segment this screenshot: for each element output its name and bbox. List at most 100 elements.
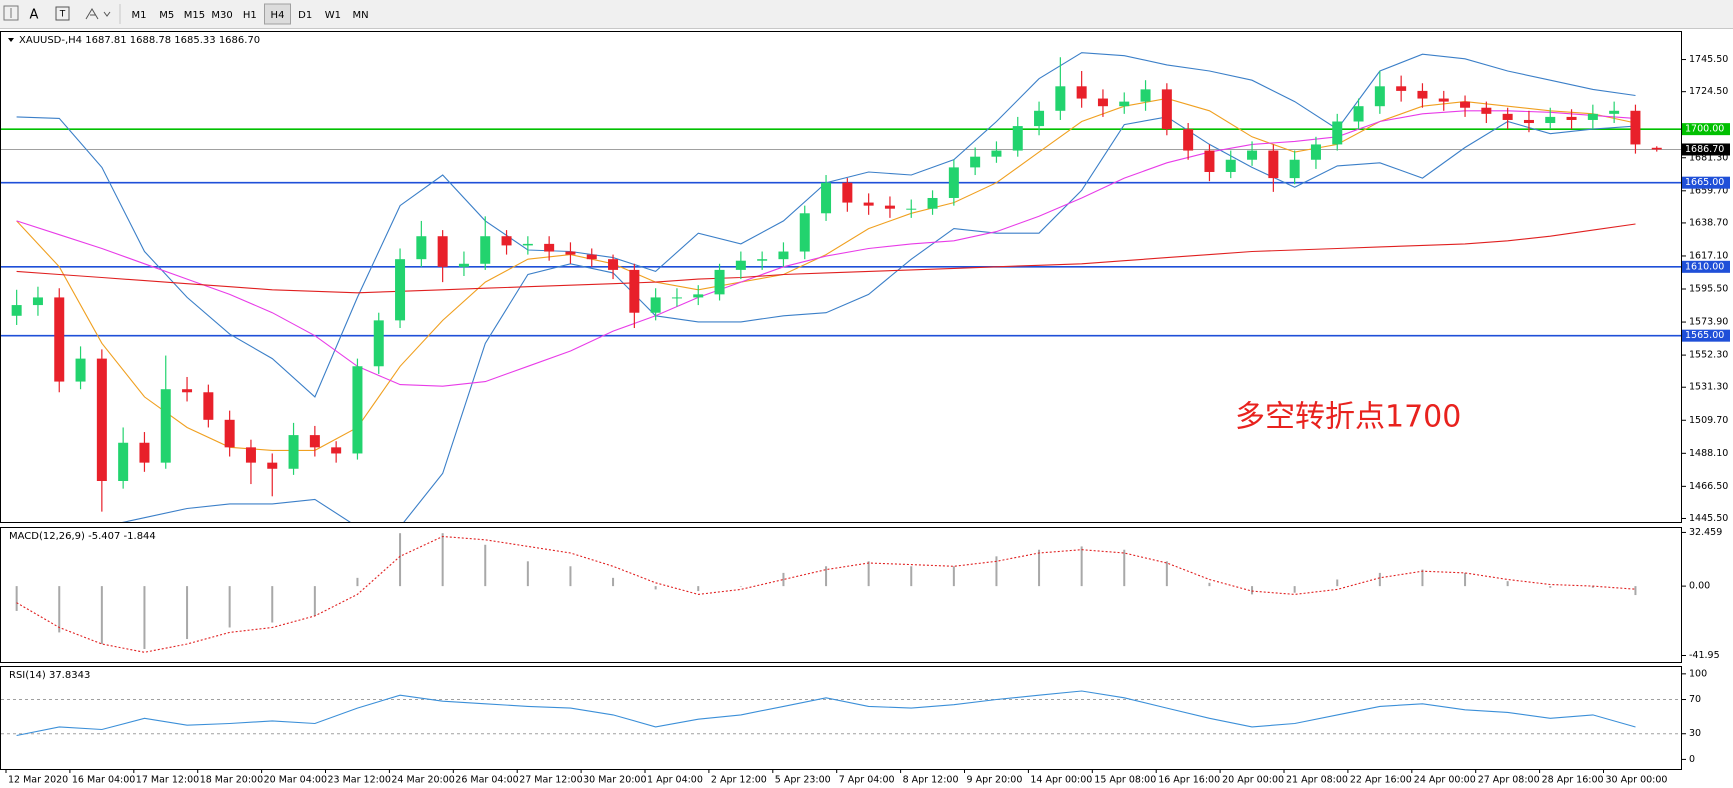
x-tick-label: 16 Mar 04:00: [72, 775, 135, 786]
candle-body: [118, 442, 129, 482]
candle-body: [1097, 98, 1108, 107]
x-tick-label: 7 Apr 04:00: [839, 775, 895, 786]
text-tool[interactable]: A: [30, 8, 39, 23]
timeframe-button[interactable]: M15: [184, 10, 205, 21]
timeframe-button-pressed[interactable]: [264, 3, 291, 25]
timeframe-button[interactable]: MN: [353, 10, 369, 21]
macd-pane: [0, 527, 1682, 663]
x-tick-label: 27 Mar 12:00: [519, 775, 582, 786]
x-tick-label: 30 Mar 20:00: [583, 775, 646, 786]
candle-body: [75, 358, 86, 382]
candle-body: [416, 236, 427, 260]
timeframe-button[interactable]: D1: [298, 10, 312, 21]
y-tick-label: -41.95: [1689, 650, 1720, 661]
macd-bar: [15, 586, 18, 611]
symbol-menu-arrow[interactable]: [8, 38, 14, 42]
candle-body: [458, 263, 469, 267]
x-tick-label: 2 Apr 12:00: [711, 775, 767, 786]
candle-body: [54, 297, 65, 382]
shapes-dropdown[interactable]: [103, 11, 111, 17]
candle-body: [544, 243, 555, 252]
candle-body: [671, 297, 682, 299]
candle-body: [1417, 90, 1428, 99]
y-tick-label: 100: [1689, 668, 1707, 679]
last-price-label: 1686.70: [1685, 144, 1724, 155]
candle-body: [309, 435, 320, 448]
drawing-tools: A T: [3, 4, 121, 24]
macd-bar: [1378, 572, 1381, 587]
timeframe-button[interactable]: M1: [132, 10, 147, 21]
candle-body: [1183, 129, 1194, 151]
macd-bar: [271, 586, 274, 623]
macd-bar: [995, 556, 998, 587]
macd-bar: [1591, 586, 1594, 588]
y-tick-label: 1617.10: [1689, 250, 1728, 261]
shapes-tool[interactable]: [85, 8, 99, 20]
x-tick-label: 12 Mar 2020: [8, 775, 68, 786]
y-tick-label: 1638.70: [1689, 217, 1728, 228]
y-tick-label: 0: [1689, 754, 1695, 765]
level-label-box: [1682, 260, 1730, 273]
candle-body: [1012, 126, 1023, 151]
level-label-box: [1682, 329, 1730, 342]
candle-body: [1374, 86, 1385, 107]
x-tick-label: 21 Apr 08:00: [1286, 775, 1348, 786]
y-tick-label: 1552.30: [1689, 350, 1728, 361]
macd-bar: [1208, 582, 1211, 587]
crosshair-tool[interactable]: [3, 5, 19, 21]
x-tick-label: 20 Mar 04:00: [264, 775, 327, 786]
x-tick-label: 1 Apr 04:00: [647, 775, 703, 786]
y-tick-label: 30: [1689, 728, 1701, 739]
timeframe-button[interactable]: H4: [271, 10, 285, 21]
y-tick-label: 1745.50: [1689, 54, 1728, 65]
timeframe-button[interactable]: W1: [325, 10, 341, 21]
candle-body: [629, 269, 640, 313]
level-label: 1610.00: [1685, 261, 1724, 272]
candle-body: [1161, 89, 1172, 130]
macd-bar: [1080, 546, 1083, 587]
axes: 1745.50 1724.50 1681.30 1659.70 1638.70 1617.…: [5, 54, 1730, 786]
rsi-line: [16, 690, 1636, 737]
timeframe-button[interactable]: M5: [159, 10, 174, 21]
candle-body: [1034, 110, 1045, 127]
rsi-plot: [1, 690, 1681, 737]
x-tick-label: 17 Mar 12:00: [136, 775, 199, 786]
candle-body: [778, 251, 789, 260]
toolbar: [0, 0, 1733, 29]
y-tick-label: 1681.30: [1689, 152, 1728, 163]
x-tick-label: 24 Mar 20:00: [391, 775, 454, 786]
indicator-line: [121, 116, 1636, 522]
macd-bar: [910, 566, 913, 587]
x-tick-label: 27 Apr 08:00: [1478, 775, 1540, 786]
candle-body: [182, 389, 193, 393]
candle-body: [1332, 121, 1343, 145]
candle-body: [1609, 110, 1620, 114]
macd-bar: [825, 566, 828, 587]
annotation: 多空转折点1700: [1235, 400, 1461, 435]
candle-body: [267, 462, 278, 469]
macd-bar: [1464, 572, 1467, 587]
candle-body: [437, 236, 448, 267]
indicator-line: [16, 97, 1636, 451]
candle-body: [11, 305, 22, 316]
candle-body: [565, 251, 576, 255]
macd-bar: [100, 586, 103, 645]
candle-body: [501, 236, 512, 246]
candle-body: [948, 167, 959, 198]
candle-body: [395, 259, 406, 321]
candle-body: [96, 358, 107, 482]
x-tick-label: 28 Apr 16:00: [1542, 775, 1604, 786]
candle-body: [1119, 101, 1130, 107]
candle-body: [1247, 150, 1258, 160]
label-tool[interactable]: [55, 6, 70, 21]
candle-body: [522, 243, 533, 246]
candle-body: [203, 392, 214, 420]
macd-bar: [1421, 569, 1424, 587]
candle-body: [842, 182, 853, 203]
timeframe-button[interactable]: M30: [211, 10, 232, 21]
macd-bar: [1251, 586, 1254, 595]
timeframe-button[interactable]: H1: [243, 10, 257, 21]
chart-header: XAUUSD-,H4 1687.81 1688.78 1685.33 1686.…: [19, 35, 260, 46]
macd-bar: [1038, 549, 1041, 587]
y-tick-label: 32.459: [1689, 527, 1722, 538]
